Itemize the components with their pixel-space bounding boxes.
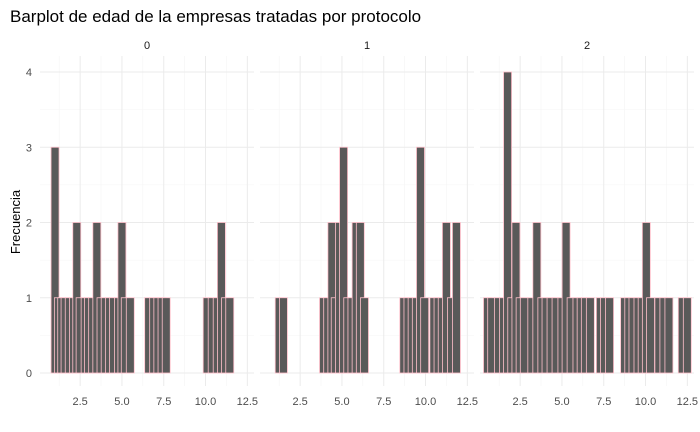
bar xyxy=(605,297,614,374)
facet-panel-1: 12.5 5.0 7.5 10.0 12.5 xyxy=(260,40,478,408)
facet-panel-2: 2 2.5 5.0 7.5 10.0 12.5 xyxy=(480,40,698,408)
y-tick-label: 3 xyxy=(26,142,32,154)
facet-strip-label: 2 xyxy=(584,40,590,52)
facet-panel-0: 0 2.5 5.0 7.5 10.0 12.5 xyxy=(40,40,258,408)
bar xyxy=(125,297,135,374)
x-tick-label: 2.5 xyxy=(512,396,527,408)
bar xyxy=(360,297,369,374)
x-tick-label: 10.0 xyxy=(635,396,656,408)
bar xyxy=(519,297,529,374)
bar xyxy=(646,297,655,374)
bar xyxy=(279,297,288,374)
y-axis-ticks: 0 1 2 3 4 xyxy=(26,67,32,380)
bar xyxy=(452,222,461,374)
y-tick-label: 1 xyxy=(26,293,32,305)
x-tick-label: 7.5 xyxy=(596,396,611,408)
x-tick-label: 7.5 xyxy=(376,396,391,408)
x-tick-label: 7.5 xyxy=(156,396,171,408)
facet-strip-label: 0 xyxy=(144,40,150,52)
bar xyxy=(420,297,430,374)
x-tick-label: 12.5 xyxy=(677,396,698,408)
bar xyxy=(682,297,692,374)
x-tick-label: 12.5 xyxy=(457,396,478,408)
x-tick-label: 2.5 xyxy=(292,396,307,408)
x-tick-label: 5.0 xyxy=(114,396,129,408)
bar xyxy=(664,297,674,374)
bar xyxy=(225,297,235,374)
y-tick-label: 2 xyxy=(26,218,32,230)
x-tick-label: 10.0 xyxy=(415,396,436,408)
y-tick-label: 4 xyxy=(26,67,32,79)
x-tick-label: 5.0 xyxy=(554,396,569,408)
x-tick-label: 2.5 xyxy=(72,396,87,408)
x-tick-label: 10.0 xyxy=(195,396,216,408)
x-tick-label: 12.5 xyxy=(237,396,258,408)
bar xyxy=(585,297,595,374)
chart-title: Barplot de edad de la empresas tratadas … xyxy=(10,7,421,26)
x-tick-label: 5.0 xyxy=(334,396,349,408)
y-tick-label: 0 xyxy=(26,368,32,380)
facet-panels: 02.5 5.0 7.5 10.0 12.512.5 5.0 7.5 10.0 12.522.5… xyxy=(40,40,698,408)
y-axis-title: Frecuencia xyxy=(8,189,23,254)
facet-strip-label: 1 xyxy=(364,40,370,52)
bar xyxy=(161,297,171,374)
